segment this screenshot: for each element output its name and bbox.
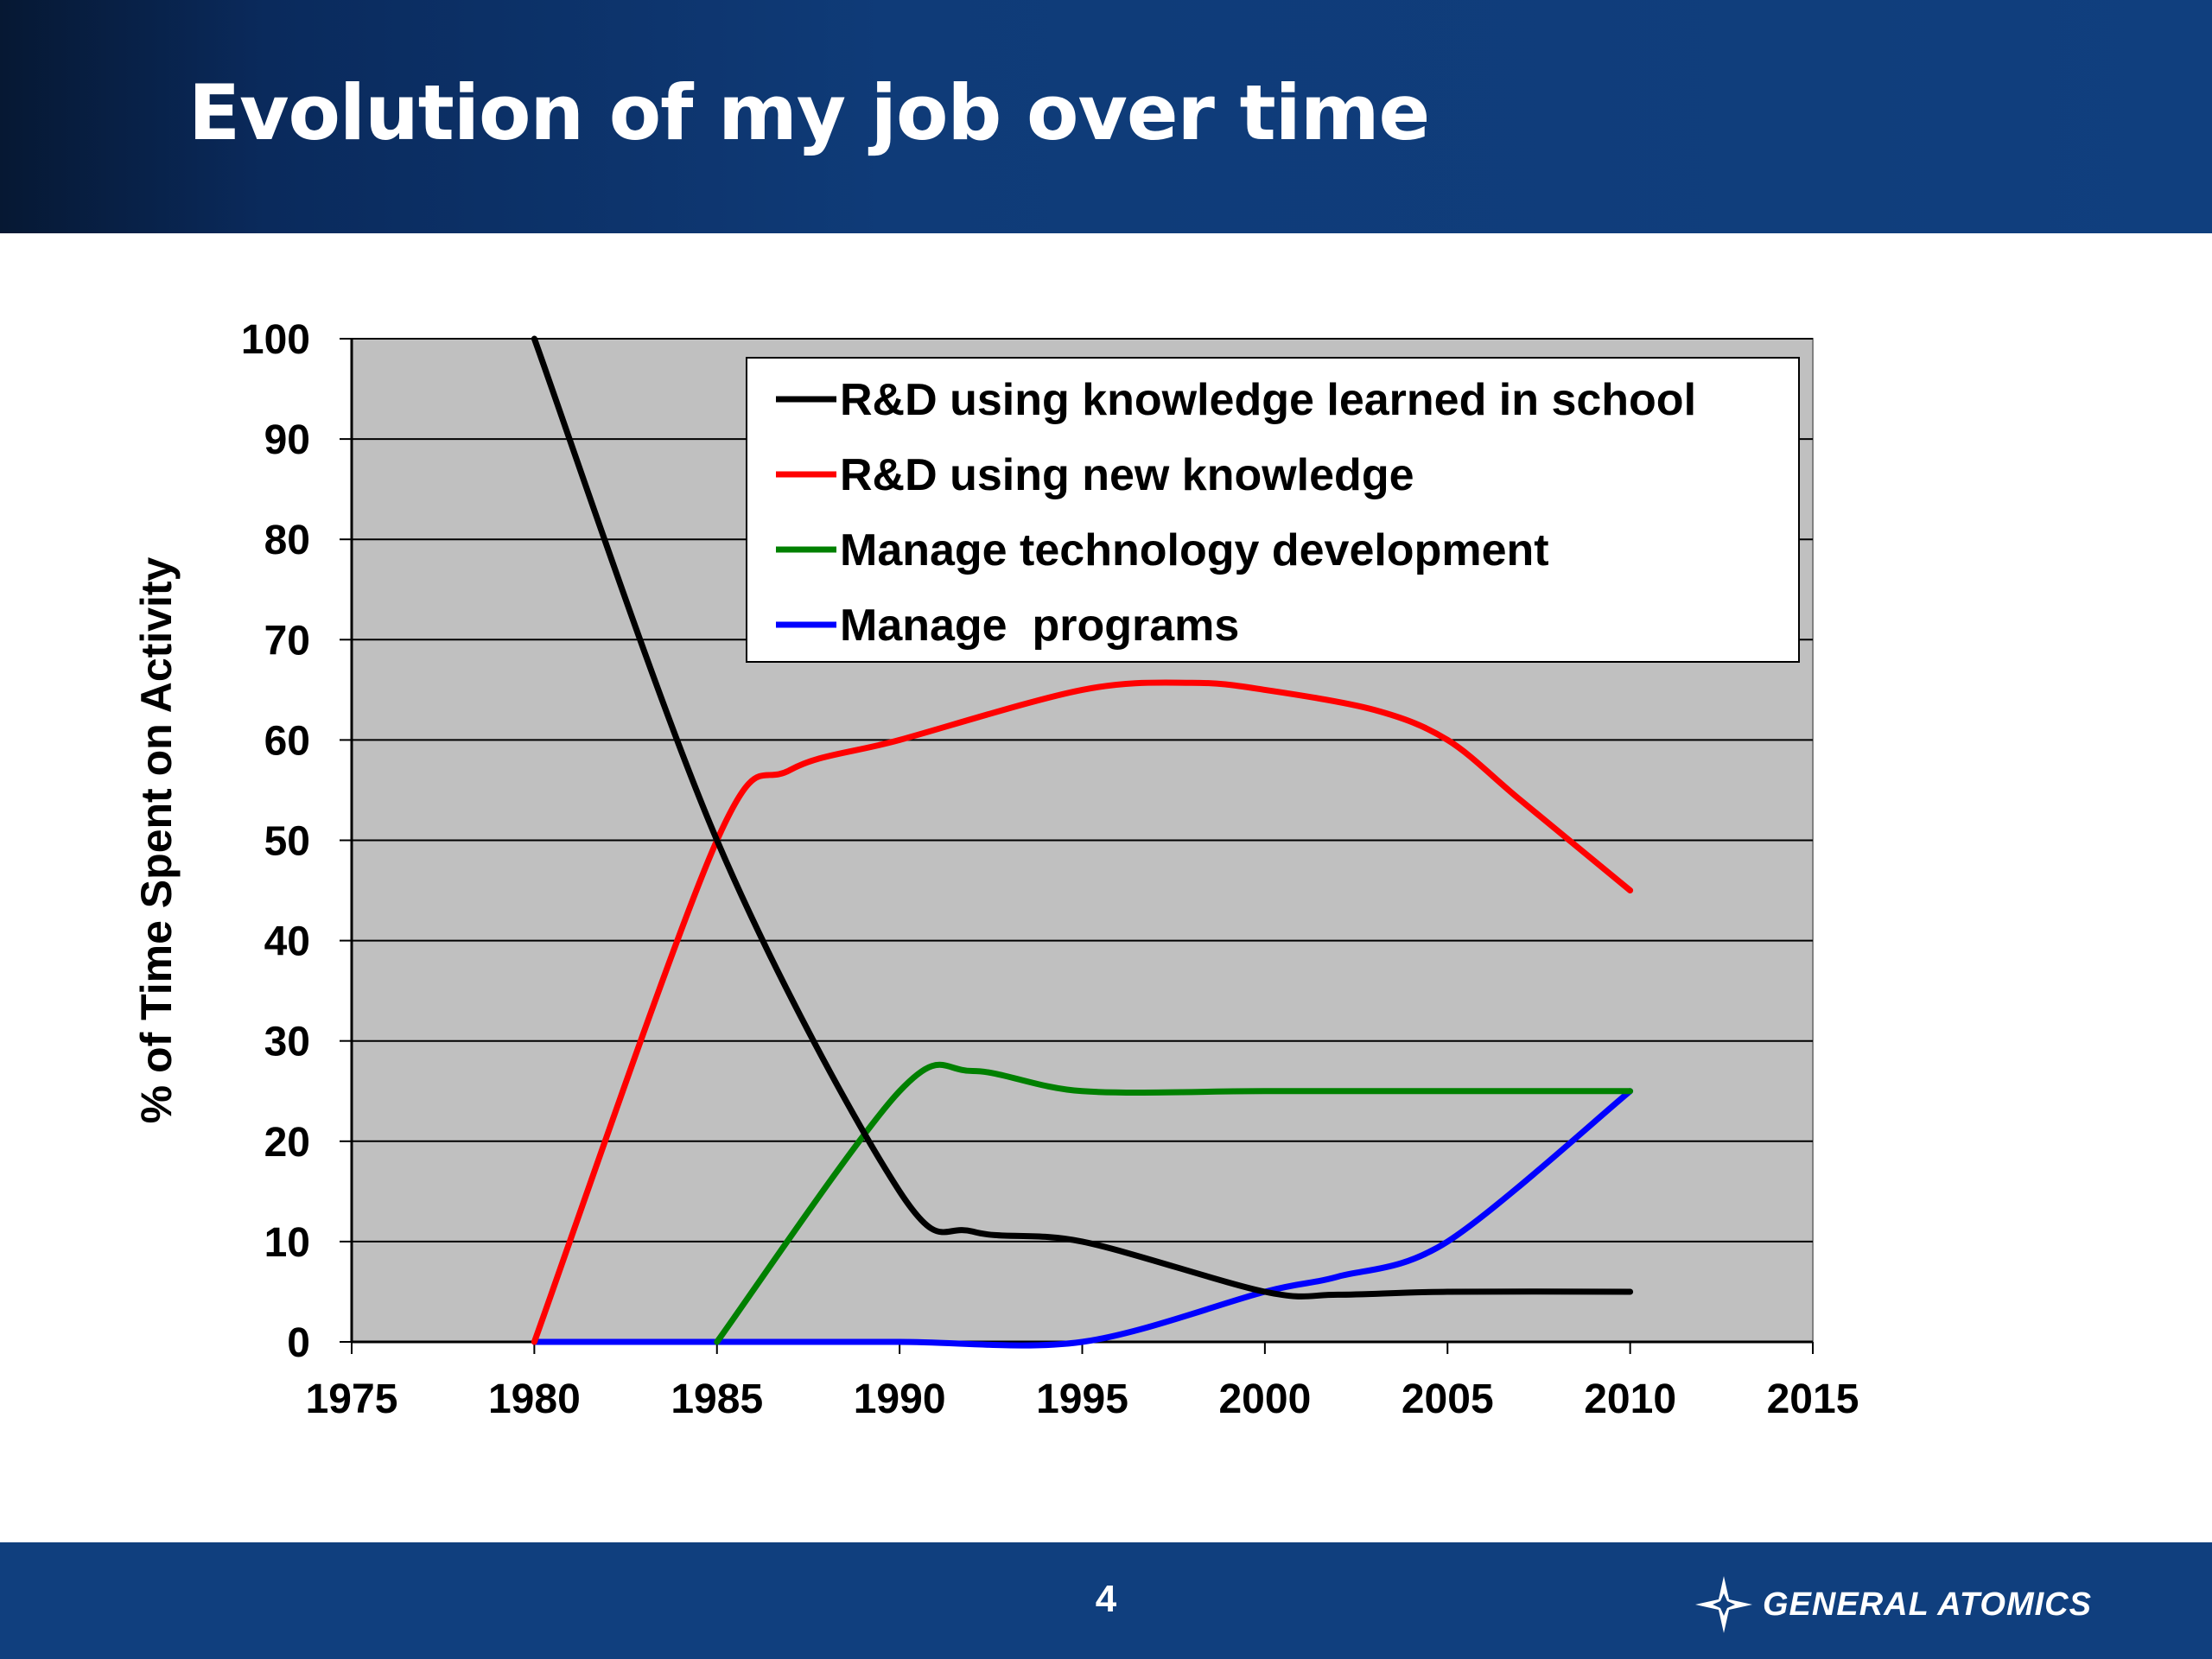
x-tick-label: 1985: [671, 1376, 763, 1422]
x-tick-label: 1980: [488, 1376, 581, 1422]
logo-text: GENERAL ATOMICS: [1763, 1586, 2092, 1623]
page-number: 4: [1095, 1578, 1117, 1620]
series-line: [531, 1088, 1634, 1349]
x-tick-label: 1995: [1036, 1376, 1128, 1422]
series-line: [531, 335, 1634, 1300]
y-axis-title: % of Time Spent on Activity: [132, 556, 181, 1123]
y-tick-label: 80: [264, 518, 310, 563]
y-tick-label: 60: [264, 718, 310, 764]
legend-label: Manage technology development: [840, 525, 1549, 575]
legend-label: R&D using knowledge learned in school: [840, 375, 1696, 425]
line-chart: 1975 1980 1985 1990 1995 2000 2005 2010 2015 010…: [132, 317, 1859, 1422]
legend: R&D using knowledge learned in school R&D…: [746, 357, 1800, 663]
legend-label: Manage programs: [840, 601, 1239, 651]
y-tick-label: 10: [264, 1220, 310, 1266]
legend-box: [746, 357, 1800, 663]
y-tick-label: 100: [241, 317, 310, 363]
x-tick-label: 1990: [854, 1376, 946, 1422]
y-tick-label: 20: [264, 1120, 310, 1166]
x-tick-label: 2000: [1218, 1376, 1311, 1422]
logo-star-icon: [1695, 1576, 1752, 1633]
x-axis-ticks: 1975 1980 1985 1990 1995 2000 2005 2010 2015: [306, 1342, 1859, 1422]
series-line: [714, 1061, 1634, 1345]
y-tick-label: 70: [264, 618, 310, 664]
series-lines: [531, 335, 1634, 1349]
y-tick-label: 90: [264, 417, 310, 463]
slide-footer: [0, 1542, 2212, 1659]
y-axis-ticks: 0 10 20 30 40 50 60 70 80 90 100: [241, 317, 352, 1366]
legend-label: R&D using new knowledge: [840, 450, 1414, 500]
x-tick-label: 2010: [1584, 1376, 1676, 1422]
x-tick-label: 2005: [1402, 1376, 1494, 1422]
y-tick-label: 40: [264, 919, 310, 965]
y-tick-label: 30: [264, 1020, 310, 1065]
general-atomics-logo: GENERAL ATOMICS: [1694, 1574, 2092, 1635]
slide-title: Evolution of my job over time: [188, 68, 1430, 157]
x-tick-label: 2015: [1767, 1376, 1859, 1422]
y-tick-label: 50: [264, 819, 310, 865]
y-tick-label: 0: [287, 1320, 310, 1366]
x-tick-label: 1975: [306, 1376, 398, 1422]
slide-header: Evolution of my job over time: [0, 0, 2212, 233]
